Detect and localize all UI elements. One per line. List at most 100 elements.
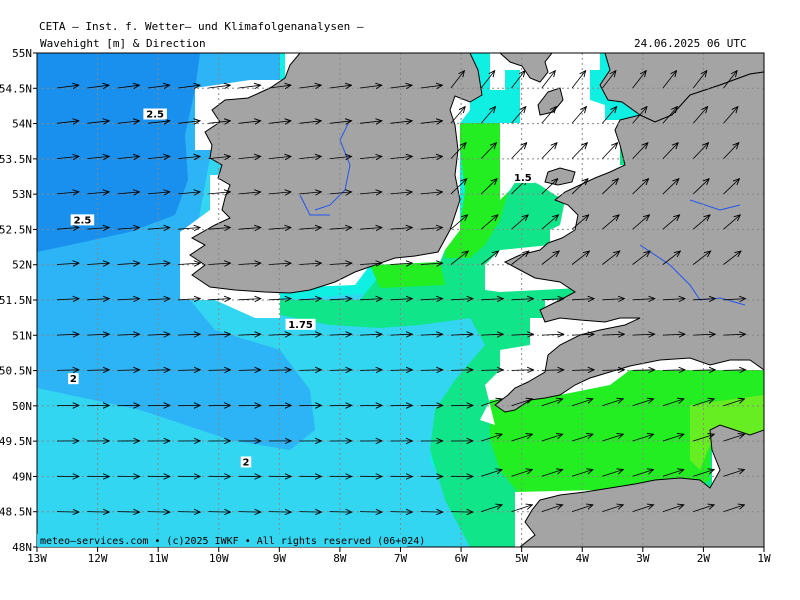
wave-direction-arrow bbox=[56, 85, 79, 88]
wave-direction-arrow bbox=[178, 121, 200, 124]
wave-direction-arrow bbox=[511, 370, 534, 371]
wave-field-below-1 bbox=[690, 395, 764, 470]
wave-direction-arrow bbox=[662, 334, 685, 335]
wave-direction-arrow bbox=[571, 143, 587, 159]
lon-tick-label: 11W bbox=[148, 552, 168, 565]
wave-direction-arrow bbox=[359, 192, 382, 194]
copyright-footer: meteo—services.com • (c)2025 IWKF • All … bbox=[40, 536, 425, 547]
wave-direction-arrow bbox=[541, 143, 557, 159]
wave-direction-arrow bbox=[117, 156, 140, 158]
wave-direction-arrow bbox=[572, 334, 594, 335]
wave-direction-arrow bbox=[693, 215, 710, 230]
wave-direction-arrow bbox=[87, 156, 109, 158]
wave-direction-arrow bbox=[541, 251, 559, 265]
wave-direction-arrow bbox=[208, 228, 231, 230]
wave-direction-arrow bbox=[571, 434, 593, 442]
wave-direction-arrow bbox=[147, 192, 170, 194]
wave-direction-arrow bbox=[450, 71, 465, 89]
wave-direction-arrow bbox=[238, 192, 261, 194]
wave-direction-arrow bbox=[178, 192, 200, 194]
wave-direction-arrow bbox=[87, 228, 109, 230]
wave-direction-arrow bbox=[390, 156, 412, 158]
contour-labels: 2.5 2.5 1.5 1.75 2 2 bbox=[68, 108, 535, 468]
wave-direction-arrow bbox=[632, 299, 655, 300]
wave-direction-arrow bbox=[723, 299, 746, 300]
wave-direction-arrow bbox=[87, 85, 109, 88]
wave-direction-arrow bbox=[511, 399, 533, 407]
river-lines bbox=[299, 119, 746, 306]
wave-direction-arrow bbox=[208, 370, 231, 371]
wave-direction-arrow bbox=[480, 107, 495, 124]
contour-label-box bbox=[143, 108, 167, 120]
wave-direction-arrow bbox=[208, 299, 231, 300]
wave-direction-arrow bbox=[208, 121, 231, 124]
lon-tick-label: 13W bbox=[27, 552, 47, 565]
wave-direction-arrow bbox=[269, 156, 291, 158]
wave-direction-arrow bbox=[511, 251, 529, 265]
contour-label: 1.5 bbox=[514, 173, 532, 184]
wave-direction-arrow bbox=[632, 179, 649, 195]
wave-direction-arrow bbox=[87, 263, 109, 264]
wave-direction-arrow bbox=[572, 299, 594, 300]
lat-tick-label: 49.5N bbox=[0, 435, 32, 448]
wave-direction-arrow bbox=[693, 334, 715, 335]
wave-direction-arrow bbox=[238, 228, 261, 230]
lon-tick-label: 3W bbox=[636, 552, 650, 565]
wave-direction-arrow bbox=[420, 121, 443, 124]
wave-direction-arrow bbox=[238, 263, 261, 264]
wave-direction-arrow bbox=[632, 143, 648, 159]
wave-direction-arrow bbox=[602, 179, 618, 195]
wave-direction-arrow bbox=[511, 71, 526, 89]
wave-direction-arrow bbox=[572, 370, 594, 371]
wave-direction-arrow bbox=[511, 505, 533, 512]
wave-direction-arrow bbox=[329, 156, 352, 158]
wave-direction-arrow bbox=[56, 299, 79, 300]
wave-direction-arrow bbox=[178, 299, 200, 300]
wave-direction-arrow bbox=[632, 399, 654, 407]
wave-direction-arrow bbox=[359, 299, 382, 300]
lat-tick-label: 49N bbox=[12, 470, 32, 483]
wave-direction-arrow bbox=[147, 85, 170, 88]
wave-direction-arrow bbox=[420, 156, 443, 158]
wave-direction-arrow bbox=[390, 263, 412, 264]
wave-direction-arrow bbox=[299, 299, 321, 300]
wave-direction-arrow bbox=[390, 334, 412, 335]
wave-direction-arrow bbox=[208, 85, 231, 88]
wave-direction-arrow bbox=[571, 107, 586, 124]
wave-direction-arrow bbox=[723, 470, 745, 477]
wave-direction-arrow bbox=[87, 299, 109, 300]
lon-tick-label: 10W bbox=[209, 552, 229, 565]
lon-tick-label: 1W bbox=[757, 552, 771, 565]
wave-direction-arrow bbox=[450, 143, 466, 159]
lon-tick-label: 7W bbox=[394, 552, 408, 565]
wave-direction-arrow bbox=[299, 156, 321, 158]
wave-direction-arrow bbox=[147, 370, 170, 371]
wave-direction-arrow bbox=[147, 156, 170, 158]
wave-direction-arrow bbox=[571, 399, 593, 407]
wave-direction-arrow bbox=[329, 85, 352, 88]
wave-direction-arrow bbox=[208, 192, 231, 194]
wave-direction-arrow bbox=[632, 370, 655, 371]
wave-direction-arrow bbox=[117, 334, 140, 335]
lon-tick-label: 6W bbox=[454, 552, 468, 565]
wave-direction-arrow bbox=[602, 215, 619, 230]
wave-direction-arrow bbox=[481, 299, 503, 300]
wave-direction-arrow bbox=[178, 156, 200, 158]
wave-direction-arrow bbox=[299, 85, 321, 88]
wave-direction-arrow bbox=[632, 107, 647, 124]
wave-direction-arrow bbox=[602, 334, 624, 335]
wave-direction-arrow bbox=[693, 179, 709, 195]
wave-direction-arrow bbox=[450, 299, 473, 300]
wave-direction-arrow bbox=[359, 85, 382, 88]
wave-direction-arrow bbox=[723, 251, 741, 265]
wave-direction-arrow bbox=[420, 192, 443, 194]
wave-direction-arrow bbox=[692, 107, 707, 124]
wave-direction-arrow bbox=[541, 370, 564, 371]
wave-direction-arrow bbox=[541, 470, 563, 477]
wave-direction-arrow bbox=[571, 470, 593, 477]
wave-direction-arrow bbox=[571, 215, 589, 230]
wave-direction-arrow bbox=[390, 85, 412, 88]
wave-direction-arrow bbox=[662, 299, 685, 300]
wave-direction-arrow bbox=[56, 228, 79, 230]
wave-direction-arrow bbox=[662, 179, 679, 195]
